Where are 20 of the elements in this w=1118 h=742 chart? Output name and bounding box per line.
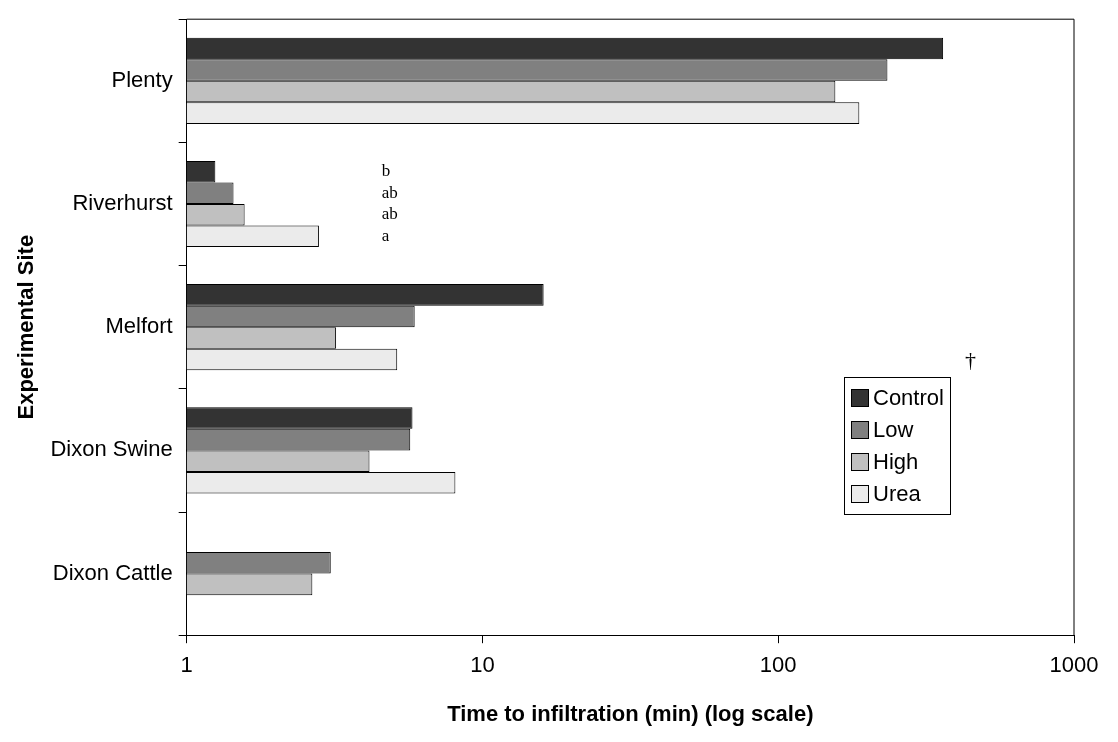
annotation: ab [381, 182, 398, 202]
legend-label: Urea [873, 480, 921, 509]
y-axis-title: Experimental Site [13, 234, 39, 420]
legend-label: Low [873, 416, 914, 445]
x-axis-title: Time to infiltration (min) (log scale) [447, 700, 814, 726]
y-tick-label: Dixon Cattle [52, 559, 173, 585]
y-tick-label: Melfort [105, 313, 173, 339]
legend-label: High [873, 448, 919, 477]
x-tick-label: 100 [759, 652, 797, 678]
annotation: a [381, 225, 390, 245]
annotation: † [965, 347, 976, 373]
legend-label: Control [873, 384, 944, 413]
annotation: ab [381, 204, 398, 224]
y-tick-label: Plenty [111, 66, 173, 92]
x-tick-label: 10 [470, 652, 495, 678]
y-tick-label: Riverhurst [72, 190, 173, 216]
y-tick-label: Dixon Swine [50, 436, 173, 462]
x-tick-label: 1000 [1049, 652, 1099, 678]
x-tick-label: 1 [180, 652, 193, 678]
annotation: b [381, 161, 391, 181]
